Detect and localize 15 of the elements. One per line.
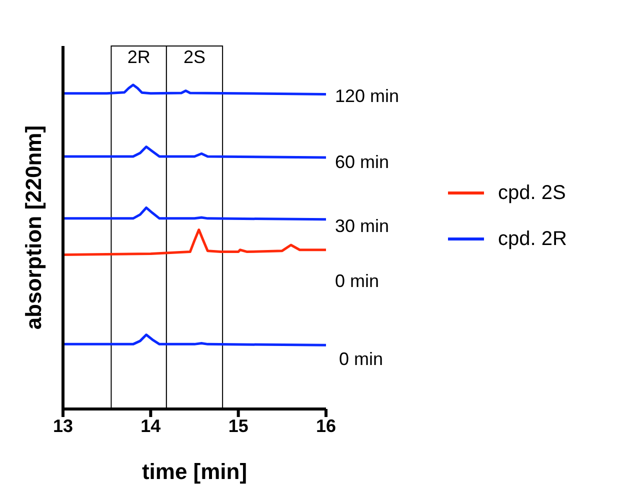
- x-tick-label: 15: [228, 416, 248, 436]
- x-axis-title: time [min]: [142, 459, 248, 484]
- text: 60 min: [335, 152, 390, 173]
- x-tick-label: 13: [52, 416, 74, 436]
- legend-label: cpd. 2R: [498, 228, 567, 250]
- legend-label: cpd. 2S: [498, 182, 566, 204]
- band-label: 2R: [127, 46, 150, 67]
- text: 0 min: [335, 271, 380, 292]
- x-tick-label: 14: [140, 416, 161, 436]
- x-tick-label: 16: [316, 416, 336, 436]
- text: 0 min: [339, 349, 384, 370]
- band-label: 2S: [183, 46, 206, 67]
- text: 30 min: [335, 216, 390, 237]
- y-axis-title: absorption [220nm]: [20, 125, 46, 330]
- text: 120 min: [335, 86, 400, 107]
